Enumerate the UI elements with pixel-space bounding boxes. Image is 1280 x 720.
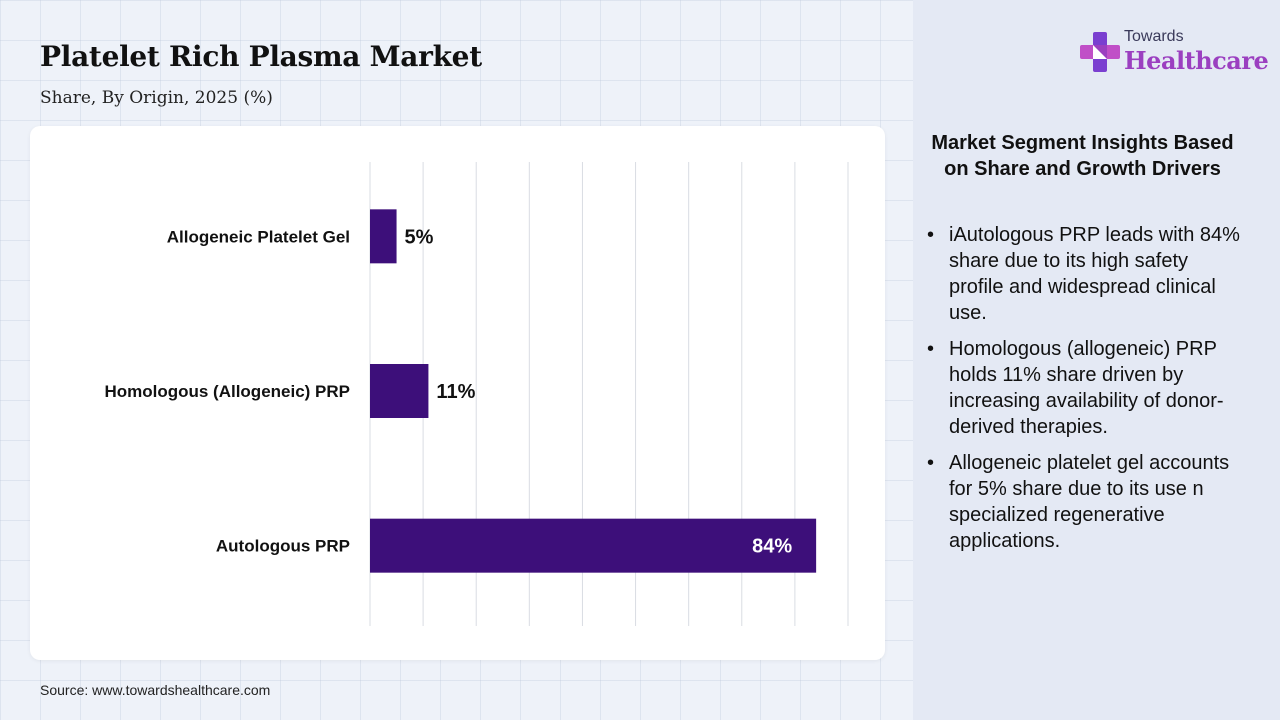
data-label: 5% <box>405 226 434 248</box>
insight-text: Homologous (allogeneic) PRP holds 11% sh… <box>949 338 1224 438</box>
category-label: Autologous PRP <box>216 537 350 556</box>
brand-logo: Towards Healthcare <box>1080 26 1269 82</box>
bullet-icon: • <box>927 452 935 474</box>
bar <box>370 518 817 573</box>
insight-text: iAutologous PRP leads with 84% share due… <box>949 224 1240 324</box>
data-label: 84% <box>752 536 792 558</box>
logo-line1: Towards <box>1124 28 1184 45</box>
data-label: 11% <box>436 381 475 403</box>
insight-text: Allogeneic platelet gel accounts for 5% … <box>949 452 1230 552</box>
medical-cross-icon <box>1080 32 1120 72</box>
insights-title: Market Segment Insights Based on Share a… <box>931 132 1234 180</box>
category-label: Allogeneic Platelet Gel <box>167 227 350 246</box>
page-subtitle: Share, By Origin, 2025 (%) <box>40 88 273 108</box>
logo-line2: Healthcare <box>1124 46 1269 75</box>
insights-panel <box>913 0 1280 720</box>
page-title: Platelet Rich Plasma Market <box>40 40 482 73</box>
bar <box>370 209 397 264</box>
bar-chart: Allogeneic Platelet Gel 5% Homologous (All… <box>104 162 849 626</box>
bar <box>370 364 429 418</box>
chart-card: Allogeneic Platelet Gel 5% Homologous (All… <box>30 126 885 660</box>
source-note: Source: www.towardshealthcare.com <box>40 682 271 698</box>
bullet-icon: • <box>927 224 935 246</box>
insight-item: • Homologous (allogeneic) PRP holds 11% s… <box>925 336 1245 440</box>
category-label: Homologous (Allogeneic) PRP <box>104 382 350 401</box>
insight-item: • Allogeneic platelet gel accounts for 5%… <box>925 450 1245 554</box>
insight-item: • iAutologous PRP leads with 84% share du… <box>925 222 1245 326</box>
bullet-icon: • <box>927 338 935 360</box>
insights-list: • iAutologous PRP leads with 84% share du… <box>925 222 1245 564</box>
